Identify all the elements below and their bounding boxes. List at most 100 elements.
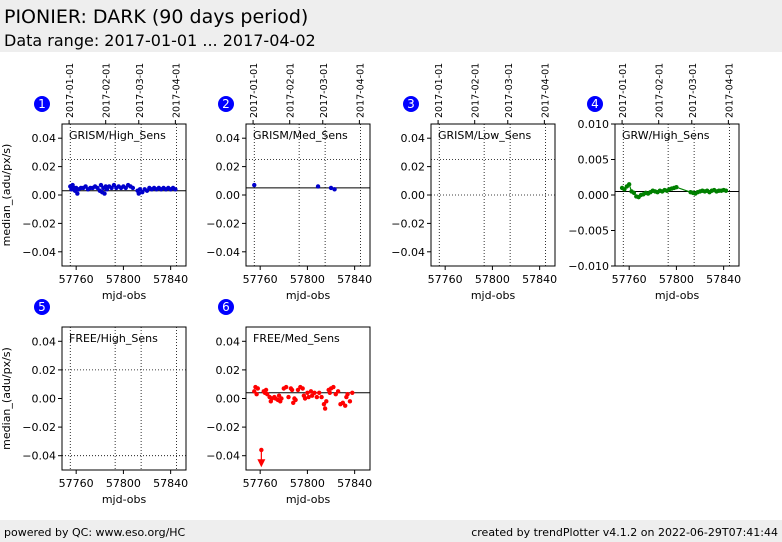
y-tick-label: 0.005 (578, 154, 610, 167)
x-tick-label: 57800 (290, 477, 325, 490)
y-tick-label: 0.02 (216, 161, 241, 174)
x-axis-label: mjd-obs (655, 289, 700, 302)
data-point (319, 394, 324, 400)
y-tick-label: −0.005 (568, 225, 609, 238)
panel-label: GRISM/High_Sens (69, 129, 166, 142)
y-tick-label: −0.010 (568, 260, 609, 273)
y-tick-label: −0.04 (206, 450, 240, 463)
x-tick-label: 57840 (337, 273, 372, 286)
footer-created-by: created by trendPlotter v4.1.2 on 2022-0… (471, 526, 778, 539)
x-tick-label: 57840 (706, 273, 741, 286)
y-tick-label: 0.04 (216, 335, 241, 348)
x-tick-label: 57800 (106, 273, 141, 286)
date-tick-label: 2017-03-01 (504, 63, 515, 118)
panel-number: 1 (38, 97, 46, 111)
y-tick-label: 0.00 (32, 393, 57, 406)
date-tick-label: 2017-03-01 (135, 63, 146, 118)
y-tick-label: 0.02 (32, 364, 57, 377)
data-point (312, 390, 317, 395)
data-point (302, 396, 308, 401)
data-point (626, 182, 632, 187)
data-point (723, 188, 729, 193)
data-point (317, 390, 322, 395)
y-tick-label: −0.02 (206, 217, 240, 230)
y-tick-label: 0.00 (401, 189, 426, 202)
x-axis-label: mjd-obs (102, 289, 147, 302)
date-tick-label: 2017-02-01 (655, 63, 666, 118)
x-tick-label: 57800 (659, 273, 694, 286)
x-tick-label: 57840 (337, 477, 372, 490)
plot-frame (245, 123, 371, 267)
x-tick-label: 57840 (153, 477, 188, 490)
chart-panel-4: 4 GRW/High_Sens 57760 57800 57840 mjd-obs 0.01… (568, 63, 741, 302)
x-axis-label: mjd-obs (286, 493, 331, 506)
y-axis-label: median_(adu/px/s) (0, 144, 13, 247)
outlier-marker (257, 459, 266, 468)
panel-number-badge (34, 96, 50, 112)
y-tick-label: −0.04 (22, 246, 56, 259)
x-axis-label: mjd-obs (471, 289, 516, 302)
y-tick-label: 0.04 (401, 132, 426, 145)
data-point (263, 387, 269, 393)
y-tick-label: −0.02 (206, 421, 240, 434)
x-tick-label: 57840 (522, 273, 557, 286)
x-tick-label: 57800 (475, 273, 510, 286)
y-tick-label: 0.02 (32, 161, 57, 174)
data-point (343, 403, 348, 408)
data-point (305, 390, 310, 395)
date-tick-label: 2017-04-01 (540, 63, 551, 118)
panel-number-badge (218, 299, 234, 315)
chart-panel-6: 6 FREE/Med_Sens 57760 57800 57840 mjd-obs 0.04… (206, 299, 372, 506)
date-tick-label: 2017-01-01 (434, 63, 445, 118)
page-title: PIONIER: DARK (90 days period) (4, 6, 309, 28)
x-tick-label: 57760 (59, 477, 94, 490)
data-point (315, 184, 321, 189)
panel-label: GRISM/Low_Sens (438, 129, 531, 142)
page-footer: powered by QC: www.eso.org/HC created by… (0, 520, 782, 542)
page-header: PIONIER: DARK (90 days period) Data rang… (0, 0, 782, 52)
chart-panel-5: 5 FREE/High_Sens 57760 57800 57840 mjd-obs 0.0… (0, 299, 188, 506)
data-point (328, 185, 334, 191)
panel-label: FREE/Med_Sens (253, 332, 340, 345)
y-tick-label: −0.04 (391, 246, 425, 259)
x-tick-label: 57800 (290, 273, 325, 286)
data-point (293, 397, 298, 403)
y-tick-label: −0.02 (22, 421, 56, 434)
data-point (324, 399, 329, 404)
date-tick-label: 2017-01-01 (65, 63, 76, 118)
data-point (259, 447, 264, 453)
data-point (75, 191, 80, 196)
date-tick-label: 2017-04-01 (171, 63, 182, 118)
x-tick-label: 57760 (243, 477, 278, 490)
y-tick-label: 0.00 (216, 189, 241, 202)
data-point (345, 392, 350, 397)
data-point (674, 184, 679, 190)
data-point (335, 389, 341, 394)
data-point (314, 394, 320, 400)
panel-number: 2 (222, 97, 230, 111)
y-tick-label: −0.04 (22, 450, 56, 463)
date-tick-label: 2017-02-01 (286, 63, 297, 118)
data-point (308, 389, 314, 394)
panel-number: 5 (38, 300, 46, 314)
date-tick-label: 2017-04-01 (724, 63, 735, 118)
data-point (130, 185, 136, 191)
chart-panel-2: 2 GRISM/Med_Sens 57760 57800 57840 mjd-obs 0.0… (206, 63, 372, 302)
data-point (283, 384, 289, 390)
x-tick-label: 57760 (428, 273, 463, 286)
plot-frame (61, 326, 187, 471)
data-point (300, 386, 305, 391)
footer-powered-by: powered by QC: www.eso.org/HC (4, 526, 186, 539)
data-point (173, 187, 178, 192)
panel-label: GRISM/Med_Sens (253, 129, 348, 142)
data-point (306, 394, 311, 400)
y-tick-label: 0.00 (32, 189, 57, 202)
x-tick-label: 57760 (612, 273, 647, 286)
date-tick-label: 2017-03-01 (319, 63, 330, 118)
y-tick-label: 0.02 (216, 364, 241, 377)
y-tick-label: −0.02 (22, 217, 56, 230)
x-tick-label: 57800 (106, 477, 141, 490)
x-tick-label: 57760 (59, 273, 94, 286)
data-point (322, 406, 328, 411)
date-tick-label: 2017-01-01 (618, 63, 629, 118)
